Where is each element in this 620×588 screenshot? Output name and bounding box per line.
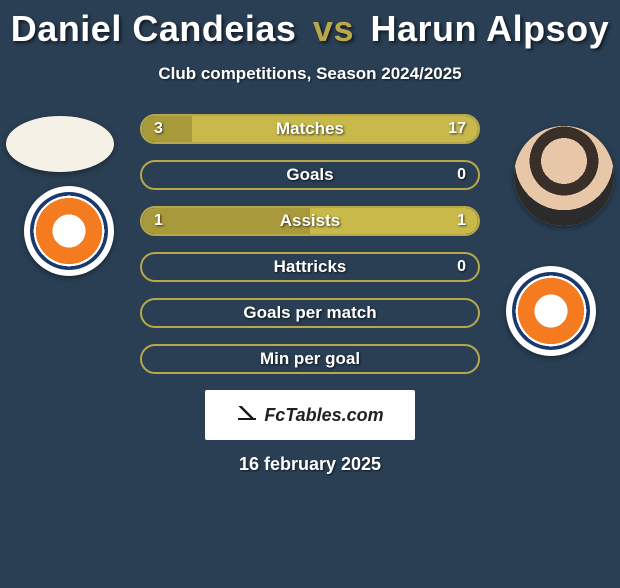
stat-row: 317Matches (140, 114, 480, 144)
vs-text: vs (313, 8, 354, 49)
logo-text: FcTables.com (264, 405, 383, 426)
comparison-title: Daniel Candeias vs Harun Alpsoy (0, 8, 620, 50)
stat-row: 11Assists (140, 206, 480, 236)
stat-label: Goals per match (142, 300, 478, 326)
stats-panel: 317Matches 0Goals 11Assists 0Hattricks Goals… (0, 114, 620, 475)
stat-label: Goals (142, 162, 478, 188)
logo-mark-icon (236, 406, 258, 424)
stat-row: Min per goal (140, 344, 480, 374)
stat-row: Goals per match (140, 298, 480, 328)
player1-name: Daniel Candeias (11, 8, 297, 49)
stat-label: Assists (142, 208, 478, 234)
subtitle: Club competitions, Season 2024/2025 (0, 64, 620, 84)
stat-label: Hattricks (142, 254, 478, 280)
stat-label: Matches (142, 116, 478, 142)
stat-label: Min per goal (142, 346, 478, 372)
source-logo: FcTables.com (205, 390, 415, 440)
snapshot-date: 16 february 2025 (0, 454, 620, 475)
stat-bars: 317Matches 0Goals 11Assists 0Hattricks Goals… (140, 114, 480, 374)
stat-row: 0Hattricks (140, 252, 480, 282)
player2-name: Harun Alpsoy (370, 8, 609, 49)
stat-row: 0Goals (140, 160, 480, 190)
